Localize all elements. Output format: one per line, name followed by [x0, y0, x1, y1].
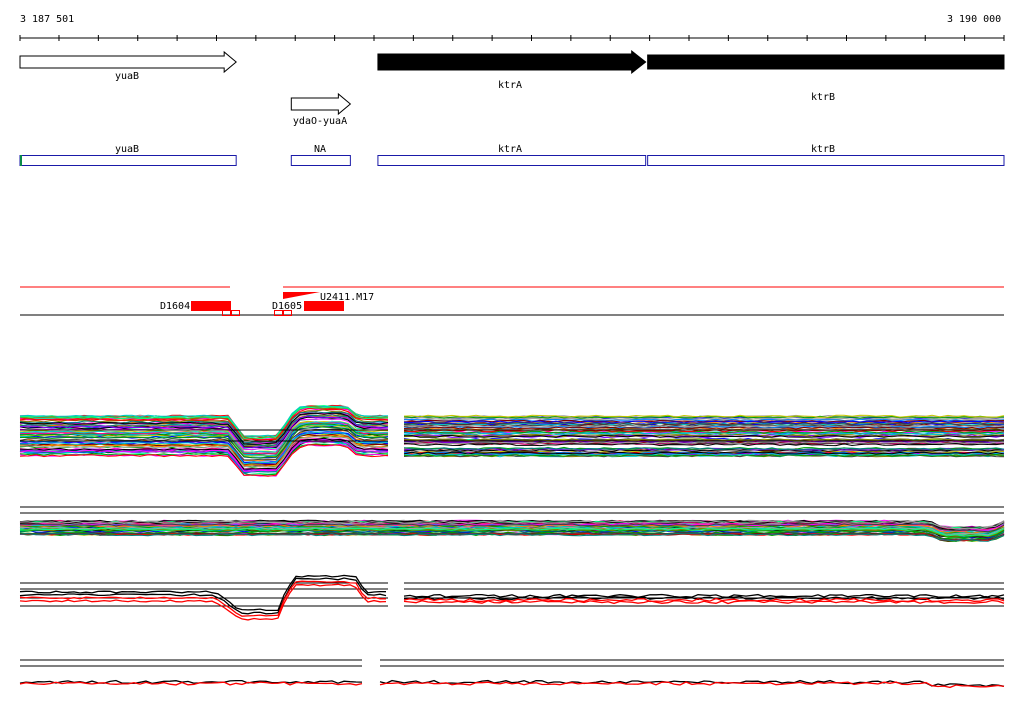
coordinate-ruler [19, 35, 1005, 41]
signal-line [19, 407, 389, 441]
signal-line [19, 577, 387, 615]
signal-line [403, 421, 1005, 426]
annotation-box [19, 155, 237, 166]
signal-line [403, 593, 1005, 599]
signal-line [403, 430, 1005, 434]
signal-line [19, 415, 389, 449]
annotation-box [290, 155, 351, 166]
gene-label-ktrb: ktrB [810, 92, 836, 103]
signal-line [379, 681, 1005, 689]
gene-arrow [647, 54, 1005, 70]
signal-line [19, 527, 1005, 537]
signal-line [19, 440, 389, 474]
annotation-track [19, 155, 1005, 166]
gene-track [19, 49, 1005, 116]
annotation-label-ktrb: ktrB [810, 144, 836, 155]
signal-line [19, 681, 363, 686]
annotation-label-na: NA [313, 144, 327, 155]
signal-line [404, 417, 1005, 421]
gene-arrow [19, 50, 237, 74]
annotation-box [647, 155, 1005, 166]
gene-label-yuab: yuaB [114, 71, 140, 82]
signal-line [403, 599, 1005, 605]
signal-line [19, 406, 389, 440]
signal-line [403, 414, 1005, 418]
signal-line [403, 451, 1005, 455]
gene-arrow [377, 49, 647, 75]
ruler-end-label: 3 190 000 [947, 14, 1002, 25]
signal-line [403, 443, 1005, 447]
signal-line [19, 424, 389, 456]
signal-line [19, 409, 389, 443]
signal-line [20, 435, 389, 468]
signal-line [19, 440, 389, 473]
signal-line [19, 420, 389, 453]
gene-arrow [290, 92, 352, 116]
annotation-label-ktra: ktrA [497, 144, 523, 155]
signal-line [19, 444, 389, 477]
signal-line [19, 526, 1005, 536]
ruler-start-label: 3 187 501 [20, 14, 75, 25]
signal-line [19, 437, 389, 470]
signal-line [20, 519, 1005, 529]
signal-line [19, 523, 1005, 533]
feature-label-d1604: D1604 [160, 301, 191, 312]
annotation-marker [20, 155, 22, 166]
signal-line [19, 414, 389, 447]
signal-line [403, 595, 1005, 601]
signal-line [403, 426, 1005, 430]
feature-probe-box [222, 310, 231, 316]
signal-line [19, 533, 1005, 542]
feature-probe-box [274, 310, 283, 316]
signal-line [403, 430, 1005, 434]
signal-line [19, 423, 389, 455]
signal-line [19, 405, 389, 437]
gene-label-ktra: ktrA [497, 80, 523, 91]
signal-line [403, 448, 1005, 453]
signal-line [20, 520, 1005, 530]
signal-line [403, 420, 1005, 424]
feature-probe-box [283, 310, 292, 316]
signal-line [19, 524, 1005, 534]
annotation-box [377, 155, 647, 166]
signal-line [19, 411, 389, 444]
signal-line [19, 426, 389, 459]
feature-label-u2411-m17: U2411.M17 [320, 292, 375, 303]
feature-u2411-m17 [283, 292, 320, 299]
signal-line [19, 574, 387, 612]
signal-line [403, 438, 1005, 442]
signal-line [19, 441, 389, 474]
feature-label-d1605: D1605 [272, 301, 303, 312]
signal-line [19, 580, 386, 617]
signal-line [403, 447, 1005, 451]
gene-label-ydao-yuaa: ydaO-yuaA [292, 116, 348, 127]
annotation-label-yuab: yuaB [114, 144, 140, 155]
signal-line [19, 583, 387, 621]
signal-line [403, 434, 1005, 438]
feature-d1604 [191, 301, 231, 311]
feature-track [20, 286, 1004, 316]
signal-tracks [19, 404, 1005, 689]
signal-line [403, 441, 1005, 445]
feature-probe-box [231, 310, 240, 316]
signal-line [403, 432, 1004, 436]
signal-line [19, 431, 389, 465]
feature-d1605 [304, 301, 344, 311]
signal-line [19, 421, 389, 453]
signal-line [19, 412, 389, 445]
